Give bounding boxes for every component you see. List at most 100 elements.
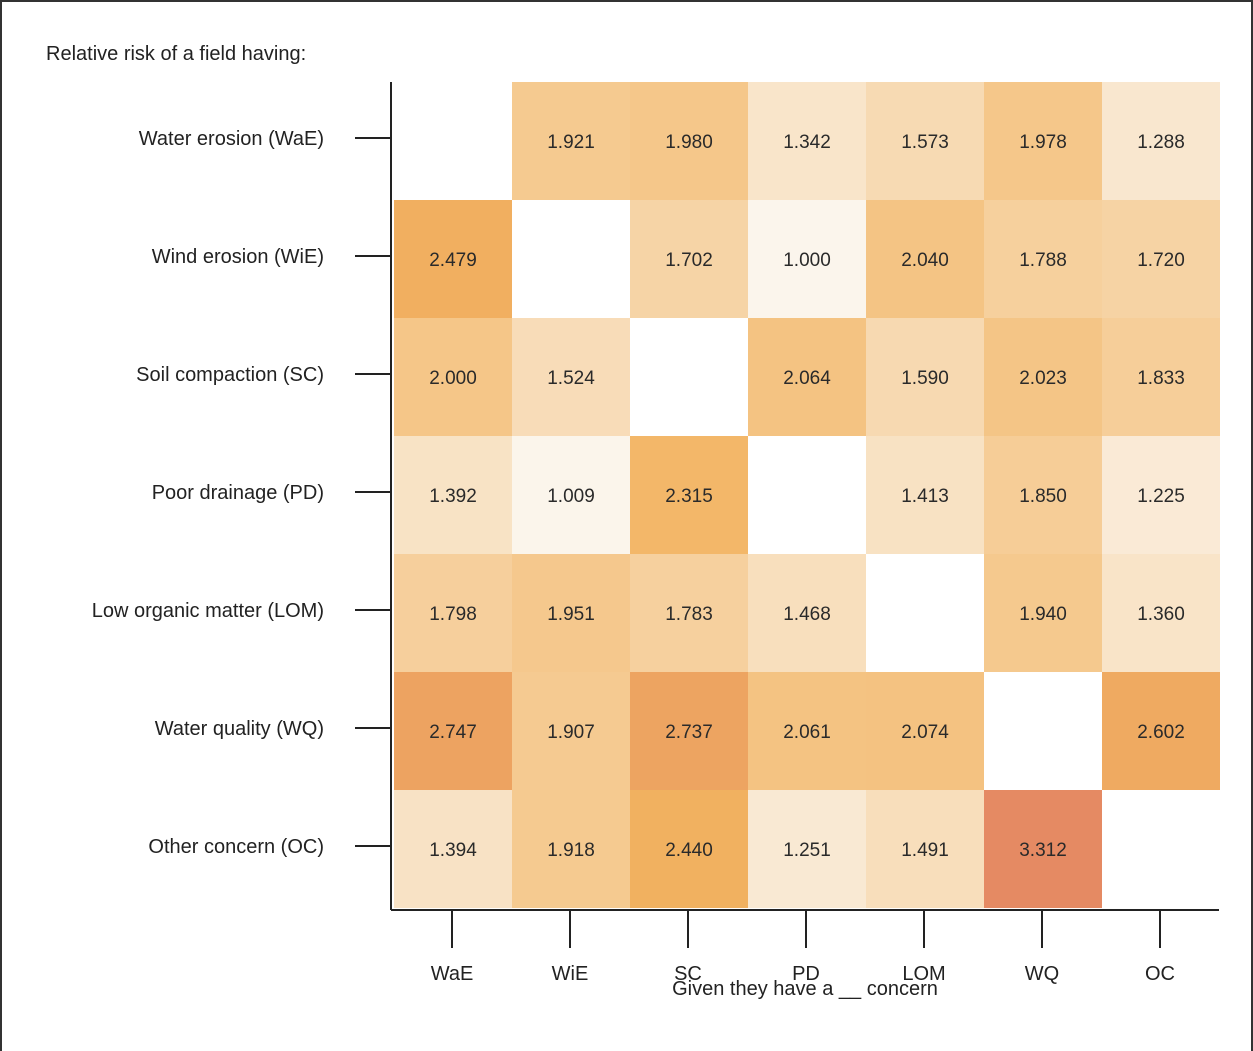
heatmap-cell-labels: 1.921 1.980 1.342 1.573 1.978 1.288 2.479 1.702…	[429, 132, 1185, 861]
y-axis-ticks	[355, 137, 391, 847]
cell-value-label: 2.602	[1137, 722, 1185, 743]
cell-value-label: 2.074	[901, 722, 949, 743]
y-axis-label: Other concern (OC)	[148, 836, 324, 858]
heatmap-cell	[630, 672, 748, 790]
heatmap-cell	[866, 672, 984, 790]
cell-value-label: 1.720	[1137, 250, 1185, 271]
heatmap-cell	[512, 436, 630, 554]
cell-value-label: 1.798	[429, 604, 477, 625]
cell-value-label: 2.747	[429, 722, 477, 743]
heatmap-cells	[394, 82, 1220, 908]
heatmap-cell	[984, 200, 1102, 318]
x-axis-title: Given they have a __ concern	[672, 978, 938, 1000]
cell-value-label: 1.251	[783, 840, 831, 861]
cell-value-label: 2.061	[783, 722, 831, 743]
cell-value-label: 2.040	[901, 250, 949, 271]
x-axis-labels: WaE WiE SC PD LOM WQ OC	[431, 963, 1175, 985]
cell-value-label: 1.918	[547, 840, 595, 861]
x-axis-label: OC	[1145, 963, 1175, 985]
y-axis-label: Wind erosion (WiE)	[152, 246, 324, 268]
heatmap-cell	[512, 82, 630, 200]
heatmap-cell	[984, 790, 1102, 908]
heatmap-cell	[630, 82, 748, 200]
cell-value-label: 2.000	[429, 368, 477, 389]
cell-value-label: 3.312	[1019, 840, 1067, 861]
cell-value-label: 1.009	[547, 486, 595, 507]
x-axis-label: LOM	[902, 963, 945, 985]
cell-value-label: 1.940	[1019, 604, 1067, 625]
heatmap-cell	[866, 790, 984, 908]
heatmap-cell	[512, 672, 630, 790]
cell-value-label: 2.479	[429, 250, 477, 271]
cell-value-label: 1.491	[901, 840, 949, 861]
y-axis-label: Water erosion (WaE)	[139, 128, 324, 150]
heatmap-cell	[1102, 82, 1220, 200]
heatmap-cell	[394, 790, 512, 908]
cell-value-label: 1.951	[547, 604, 595, 625]
cell-value-label: 1.394	[429, 840, 477, 861]
heatmap-cell	[512, 790, 630, 908]
x-axis-label: WiE	[552, 963, 589, 985]
y-axis-label: Water quality (WQ)	[155, 718, 324, 740]
heatmap-cell	[748, 318, 866, 436]
cell-value-label: 1.788	[1019, 250, 1067, 271]
cell-value-label: 1.288	[1137, 132, 1185, 153]
heatmap-cell	[512, 554, 630, 672]
heatmap-cell	[984, 82, 1102, 200]
y-axis-labels: Water erosion (WaE) Wind erosion (WiE) Soi…	[92, 128, 324, 858]
heatmap-cell	[1102, 554, 1220, 672]
heatmap-cell	[394, 318, 512, 436]
cell-value-label: 1.360	[1137, 604, 1185, 625]
cell-value-label: 1.000	[783, 250, 831, 271]
cell-value-label: 1.573	[901, 132, 949, 153]
heatmap-cell	[630, 554, 748, 672]
cell-value-label: 1.392	[429, 486, 477, 507]
cell-value-label: 1.833	[1137, 368, 1185, 389]
cell-value-label: 1.413	[901, 486, 949, 507]
heatmap-cell	[984, 318, 1102, 436]
cell-value-label: 2.064	[783, 368, 831, 389]
cell-value-label: 1.524	[547, 368, 595, 389]
cell-value-label: 1.468	[783, 604, 831, 625]
heatmap-cell	[394, 200, 512, 318]
heatmap-cell	[1102, 200, 1220, 318]
cell-value-label: 1.702	[665, 250, 713, 271]
heatmap-cell	[630, 790, 748, 908]
cell-value-label: 1.978	[1019, 132, 1067, 153]
x-axis-label: SC	[674, 963, 702, 985]
cell-value-label: 1.225	[1137, 486, 1185, 507]
chart-title: Relative risk of a field having:	[46, 43, 306, 65]
cell-value-label: 1.590	[901, 368, 949, 389]
x-axis-label: WQ	[1025, 963, 1059, 985]
cell-value-label: 2.023	[1019, 368, 1067, 389]
heatmap-cell	[394, 672, 512, 790]
cell-value-label: 1.342	[783, 132, 831, 153]
heatmap-cell	[748, 790, 866, 908]
x-axis-ticks	[451, 910, 1161, 948]
heatmap-cell	[984, 436, 1102, 554]
heatmap-cell	[748, 672, 866, 790]
heatmap-cell	[1102, 318, 1220, 436]
heatmap-cell	[394, 554, 512, 672]
heatmap-cell	[866, 436, 984, 554]
heatmap-cell	[512, 318, 630, 436]
x-axis-label: PD	[792, 963, 820, 985]
cell-value-label: 2.737	[665, 722, 713, 743]
heatmap-cell	[1102, 436, 1220, 554]
heatmap-cell	[866, 82, 984, 200]
y-axis-label: Poor drainage (PD)	[152, 482, 324, 504]
heatmap-cell	[394, 436, 512, 554]
heatmap-cell	[866, 318, 984, 436]
heatmap-cell	[630, 436, 748, 554]
heatmap-cell	[630, 200, 748, 318]
heatmap-cell	[984, 554, 1102, 672]
cell-value-label: 2.440	[665, 840, 713, 861]
cell-value-label: 1.980	[665, 132, 713, 153]
cell-value-label: 1.921	[547, 132, 595, 153]
heatmap-cell	[866, 200, 984, 318]
cell-value-label: 1.850	[1019, 486, 1067, 507]
y-axis-label: Low organic matter (LOM)	[92, 600, 324, 622]
y-axis-label: Soil compaction (SC)	[136, 364, 324, 386]
